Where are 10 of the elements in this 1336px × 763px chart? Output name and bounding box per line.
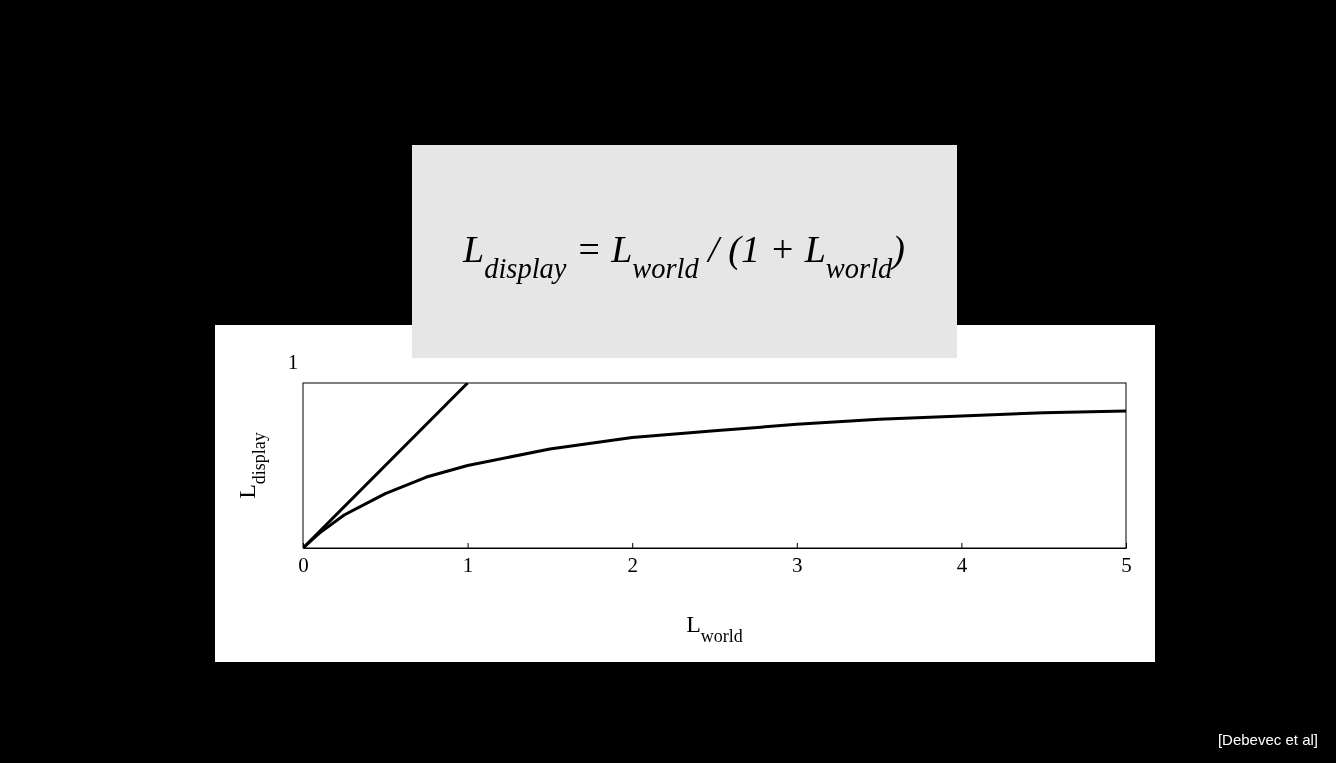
x-tick-label: 0 [298,552,309,577]
text: 1 [287,350,299,374]
text: [Debevec et al] [1217,731,1318,748]
x-tick-label: 3 [792,552,803,577]
x-tick-label: 5 [1121,552,1132,577]
text: L$_{display}$ = L$_{world}$ / (1 + L$_{world}$) [462,228,905,284]
x-tick-label: 1 [462,552,474,577]
x-tick-label: 4 [956,552,968,577]
x-axis-title: L$_{world}$ [686,611,743,646]
x-tick-label: 2 [627,552,638,577]
